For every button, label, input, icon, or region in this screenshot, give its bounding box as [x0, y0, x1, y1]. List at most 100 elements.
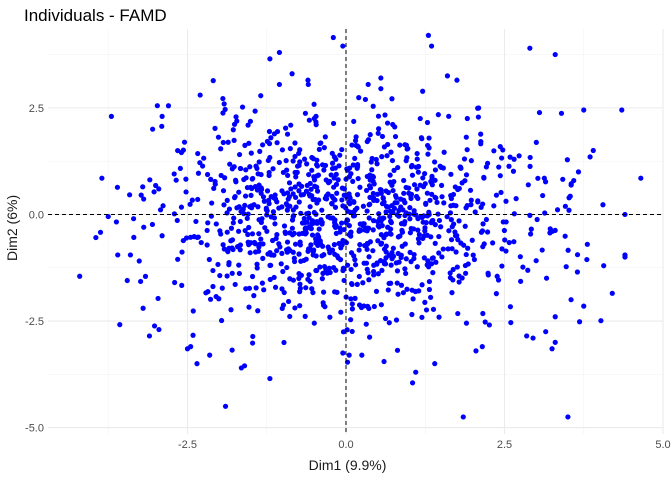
data-point — [355, 175, 361, 182]
data-point — [491, 203, 497, 209]
data-point — [292, 184, 298, 190]
data-point — [463, 320, 470, 326]
data-point — [468, 197, 474, 203]
data-point — [282, 230, 289, 236]
data-point — [422, 171, 428, 177]
data-point — [568, 297, 574, 303]
data-point — [406, 190, 412, 196]
data-point — [499, 155, 505, 161]
data-point — [638, 175, 644, 181]
data-point — [427, 197, 433, 203]
data-point — [357, 242, 363, 248]
data-point — [138, 278, 144, 285]
data-point — [171, 211, 177, 217]
data-point — [536, 109, 543, 116]
data-point — [425, 142, 431, 149]
y-tick-label: 0.0 — [29, 209, 44, 221]
data-point — [276, 49, 283, 56]
data-point — [159, 233, 165, 239]
data-point — [194, 361, 200, 367]
data-point — [383, 209, 389, 215]
data-point — [364, 228, 370, 234]
data-point — [241, 363, 248, 369]
x-tick-label: 5.0 — [655, 439, 670, 451]
data-point — [217, 228, 223, 234]
data-point — [127, 192, 133, 198]
data-point — [425, 32, 432, 38]
data-point — [258, 236, 264, 242]
data-point — [352, 257, 358, 263]
data-point — [229, 347, 235, 353]
data-point — [348, 296, 354, 302]
data-point — [284, 264, 290, 271]
data-point — [321, 167, 327, 173]
data-point — [300, 191, 307, 198]
data-point — [354, 162, 361, 168]
data-point — [525, 267, 531, 273]
data-point — [297, 281, 303, 287]
data-point — [409, 311, 415, 318]
data-point — [463, 172, 470, 178]
data-point — [567, 193, 573, 199]
data-point — [428, 234, 434, 240]
data-point — [475, 105, 481, 111]
data-point — [276, 241, 282, 247]
data-point — [297, 289, 303, 295]
data-point — [428, 294, 434, 300]
data-point — [260, 142, 266, 148]
data-point — [296, 275, 302, 282]
data-point — [388, 149, 394, 155]
data-point — [105, 213, 111, 220]
data-point — [130, 216, 137, 222]
data-point — [371, 303, 377, 310]
data-point — [475, 198, 481, 204]
data-point — [337, 152, 343, 158]
data-point — [204, 227, 210, 234]
data-point — [244, 215, 250, 221]
data-point — [285, 172, 291, 179]
data-point — [414, 264, 420, 270]
data-point — [449, 246, 455, 252]
data-point — [388, 220, 394, 226]
data-point — [326, 265, 332, 271]
data-point — [382, 112, 388, 118]
data-point — [600, 202, 606, 208]
data-point — [213, 221, 219, 227]
data-point — [425, 258, 431, 264]
data-point — [298, 210, 304, 216]
data-point — [356, 228, 362, 234]
data-point — [334, 289, 340, 295]
data-point — [349, 306, 355, 312]
data-point — [233, 179, 239, 185]
data-point — [279, 250, 285, 257]
data-point — [302, 313, 308, 319]
data-point — [305, 248, 311, 254]
data-point — [389, 96, 395, 102]
data-point — [412, 288, 419, 294]
data-point — [297, 147, 303, 153]
data-point — [249, 176, 255, 182]
data-point — [499, 246, 505, 252]
data-point — [266, 172, 272, 179]
data-point — [530, 335, 536, 341]
data-point — [312, 183, 318, 189]
data-point — [254, 265, 260, 271]
data-point — [305, 210, 312, 216]
data-point — [339, 197, 345, 203]
data-point — [370, 227, 376, 233]
data-point — [331, 184, 337, 190]
data-point — [306, 171, 312, 178]
data-point — [429, 173, 435, 179]
data-point — [472, 209, 478, 215]
data-point — [423, 307, 430, 313]
data-point — [411, 182, 418, 188]
data-point — [448, 237, 455, 243]
data-point — [382, 315, 389, 322]
data-point — [204, 171, 211, 178]
data-point — [424, 119, 431, 126]
data-point — [175, 147, 181, 154]
data-point — [349, 301, 355, 307]
data-point — [209, 200, 215, 206]
data-point — [316, 226, 322, 232]
data-point — [543, 329, 549, 335]
